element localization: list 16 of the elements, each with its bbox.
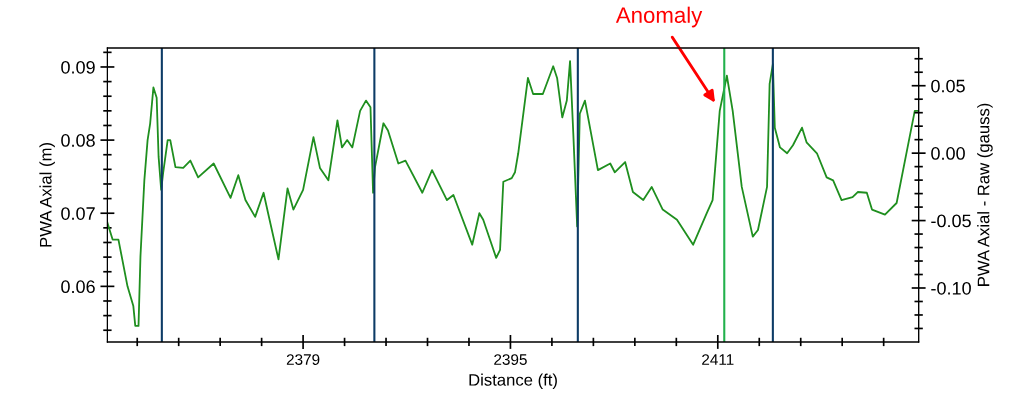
y2-tick-label: -0.10 (931, 281, 971, 295)
y2-tick-label: -0.05 (931, 214, 971, 228)
x-tick-label: 2379 (286, 354, 320, 365)
y2-tick-label: 0.00 (931, 147, 965, 160)
y-tick-label: 0.07 (61, 207, 95, 220)
line-series (107, 60, 919, 327)
x-tick-label: 2395 (494, 354, 527, 365)
x-tick-label: 2411 (702, 354, 734, 365)
y-tick-label: 0.08 (61, 134, 95, 147)
y2-tick-label: 0.05 (931, 79, 965, 93)
y-tick-label: 0.06 (61, 280, 95, 294)
text: Anomaly (615, 6, 703, 28)
x-axis-title: Distance (ft) (469, 373, 557, 390)
y-axis-title: PWA Axial (m) (39, 143, 55, 247)
y2-axis-title: PWA Axial - Raw (gauss) (977, 103, 993, 286)
y-tick-label: 0.09 (61, 60, 95, 74)
